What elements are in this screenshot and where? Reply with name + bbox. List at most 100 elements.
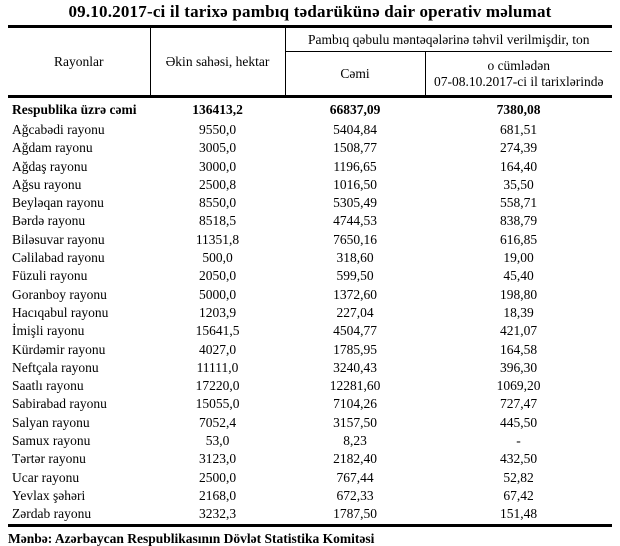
including-dates-value: 151,48 — [499, 506, 538, 522]
total-delivered-value: 672,33 — [336, 487, 374, 503]
including-dates-value: 681,51 — [499, 122, 538, 137]
sown-area-value: 2500,0 — [198, 469, 237, 485]
column-header-including: o cümlədən 07-08.10.2017-ci il tarixləri… — [425, 52, 612, 97]
including-dates-value: 45,40 — [503, 268, 534, 284]
including-dates-value: 727,47 — [499, 396, 538, 412]
table-row: Ağdam rayonu 3005,0 1508,77 274,39 — [8, 139, 612, 157]
total-delivered-value: 767,44 — [336, 469, 374, 485]
region-name: Neftçala rayonu — [12, 359, 99, 375]
table-row: Kürdəmir rayonu 4027,0 1785,95 164,58 — [8, 341, 612, 359]
including-dates-value: - — [516, 433, 521, 449]
including-dates-value: 164,58 — [499, 341, 538, 357]
including-dates-value: 432,50 — [499, 451, 538, 467]
sown-area-value: 17220,0 — [195, 378, 240, 394]
including-dates-value: 421,07 — [499, 323, 538, 339]
table-row: Sabirabad rayonu 15055,0 7104,26 727,47 — [8, 395, 612, 413]
table-row: Hacıqabul rayonu 1203,9 227,04 18,39 — [8, 304, 612, 322]
region-name: Zərdab rayonu — [12, 506, 92, 522]
sown-area-value: 2168,0 — [198, 487, 237, 503]
sown-area-value: 500,0 — [202, 250, 233, 266]
region-name: Salyan rayonu — [12, 414, 90, 430]
total-delivered-value: 4504,77 — [333, 323, 377, 339]
table-body: Respublika üzrə cəmi 136413,2 66837,09 7… — [8, 97, 612, 526]
region-name: Saatlı rayonu — [12, 378, 84, 394]
including-dates-value: 445,50 — [499, 414, 538, 430]
table-row: Saatlı rayonu 17220,0 12281,60 1069,20 — [8, 377, 612, 395]
total-delivered-value: 7650,16 — [333, 231, 377, 247]
region-name: Biləsuvar rayonu — [12, 231, 105, 247]
sown-area-value: 1203,9 — [198, 304, 237, 320]
sown-area-value: 2500,8 — [198, 176, 237, 192]
total-delivered-value: 3240,43 — [333, 359, 377, 375]
region-name: Kürdəmir rayonu — [12, 341, 106, 357]
region-name: Ucar rayonu — [12, 469, 80, 485]
including-header-line2: 07-08.10.2017-ci il tarixlərində — [434, 73, 604, 89]
including-dates-value: 838,79 — [499, 213, 538, 229]
column-header-delivery-group: Pambıq qəbulu məntəqələrinə təhvil veril… — [285, 26, 612, 52]
table-row: Beyləqan rayonu 8550,0 5305,49 558,71 — [8, 194, 612, 212]
region-name: Samux rayonu — [12, 433, 91, 449]
table-row: İmişli rayonu 15641,5 4504,77 421,07 — [8, 322, 612, 340]
total-delivered-value: 5404,84 — [333, 122, 377, 137]
including-dates-value: 274,39 — [499, 140, 538, 156]
region-name: Bərdə rayonu — [12, 213, 86, 229]
sown-area-value: 3232,3 — [198, 506, 237, 522]
sown-area-value: 4027,0 — [198, 341, 237, 357]
sown-area-value: 8518,5 — [198, 213, 237, 229]
region-name: Sabirabad rayonu — [12, 396, 107, 412]
sown-area-value: 53,0 — [205, 433, 230, 449]
table-row: Bərdə rayonu 8518,5 4744,53 838,79 — [8, 212, 612, 230]
sown-area-value: 11351,8 — [195, 231, 240, 247]
total-delivered-value: 599,50 — [336, 268, 374, 284]
sown-area-value: 2050,0 — [198, 268, 237, 284]
column-header-total: Cəmi — [285, 51, 426, 97]
total-delivered-value: 66837,09 — [329, 102, 381, 117]
total-delivered-value: 7104,26 — [333, 396, 377, 412]
including-dates-value: 396,30 — [499, 359, 538, 375]
including-dates-value: 67,42 — [503, 487, 534, 503]
table-row: Salyan rayonu 7052,4 3157,50 445,50 — [8, 414, 612, 432]
region-name: Ağsu rayonu — [12, 176, 82, 192]
table-row: Biləsuvar rayonu 11351,8 7650,16 616,85 — [8, 231, 612, 249]
including-dates-value: 558,71 — [499, 195, 538, 211]
table-row: Ağcabədi rayonu 9550,0 5404,84 681,51 — [8, 121, 612, 139]
including-dates-value: 35,50 — [503, 176, 534, 192]
sown-area-value: 9550,0 — [198, 122, 237, 137]
table-header: Rayonlar Əkin sahəsi, hektar Pambıq qəbu… — [8, 26, 612, 97]
sown-area-value: 3005,0 — [198, 140, 237, 156]
including-header-line1: o cümlədən — [487, 57, 551, 73]
total-delivered-value: 1372,60 — [333, 286, 377, 302]
including-dates-value: 164,40 — [499, 158, 538, 174]
sown-area-value: 3123,0 — [198, 451, 237, 467]
sown-area-value: 15055,0 — [195, 396, 240, 412]
cotton-procurement-table: Rayonlar Əkin sahəsi, hektar Pambıq qəbu… — [8, 25, 612, 527]
table-row: Tərtər rayonu 3123,0 2182,40 432,50 — [8, 450, 612, 468]
total-delivered-value: 3157,50 — [333, 414, 377, 430]
table-row: Goranboy rayonu 5000,0 1372,60 198,80 — [8, 286, 612, 304]
region-name: İmişli rayonu — [12, 323, 85, 339]
including-dates-value: 18,39 — [503, 304, 534, 320]
region-name: Cəlilabad rayonu — [12, 250, 105, 266]
including-dates-value: 7380,08 — [496, 102, 541, 117]
total-delivered-value: 1508,77 — [333, 140, 377, 156]
sown-area-value: 136413,2 — [192, 102, 243, 117]
region-name: Goranboy rayonu — [12, 286, 107, 302]
total-delivered-value: 4744,53 — [333, 213, 377, 229]
region-name: Ağcabədi rayonu — [12, 122, 105, 137]
table-row: Cəlilabad rayonu 500,0 318,60 19,00 — [8, 249, 612, 267]
republic-total-row: Respublika üzrə cəmi 136413,2 66837,09 7… — [8, 97, 612, 122]
total-delivered-value: 1785,95 — [333, 341, 377, 357]
sown-area-value: 11111,0 — [196, 359, 239, 375]
table-row: Ağsu rayonu 2500,8 1016,50 35,50 — [8, 176, 612, 194]
total-delivered-value: 227,04 — [336, 304, 374, 320]
including-dates-value: 19,00 — [503, 250, 534, 266]
table-row: Neftçala rayonu 11111,0 3240,43 396,30 — [8, 359, 612, 377]
page-title: 09.10.2017-ci il tarixə pambıq tədarükün… — [68, 2, 552, 21]
sown-area-value: 15641,5 — [195, 323, 240, 339]
total-delivered-value: 1787,50 — [333, 506, 377, 522]
total-delivered-value: 2182,40 — [333, 451, 377, 467]
table-row: Yevlax şəhəri 2168,0 672,33 67,42 — [8, 487, 612, 505]
total-delivered-value: 12281,60 — [329, 378, 381, 394]
region-name: Ağdam rayonu — [12, 140, 93, 156]
